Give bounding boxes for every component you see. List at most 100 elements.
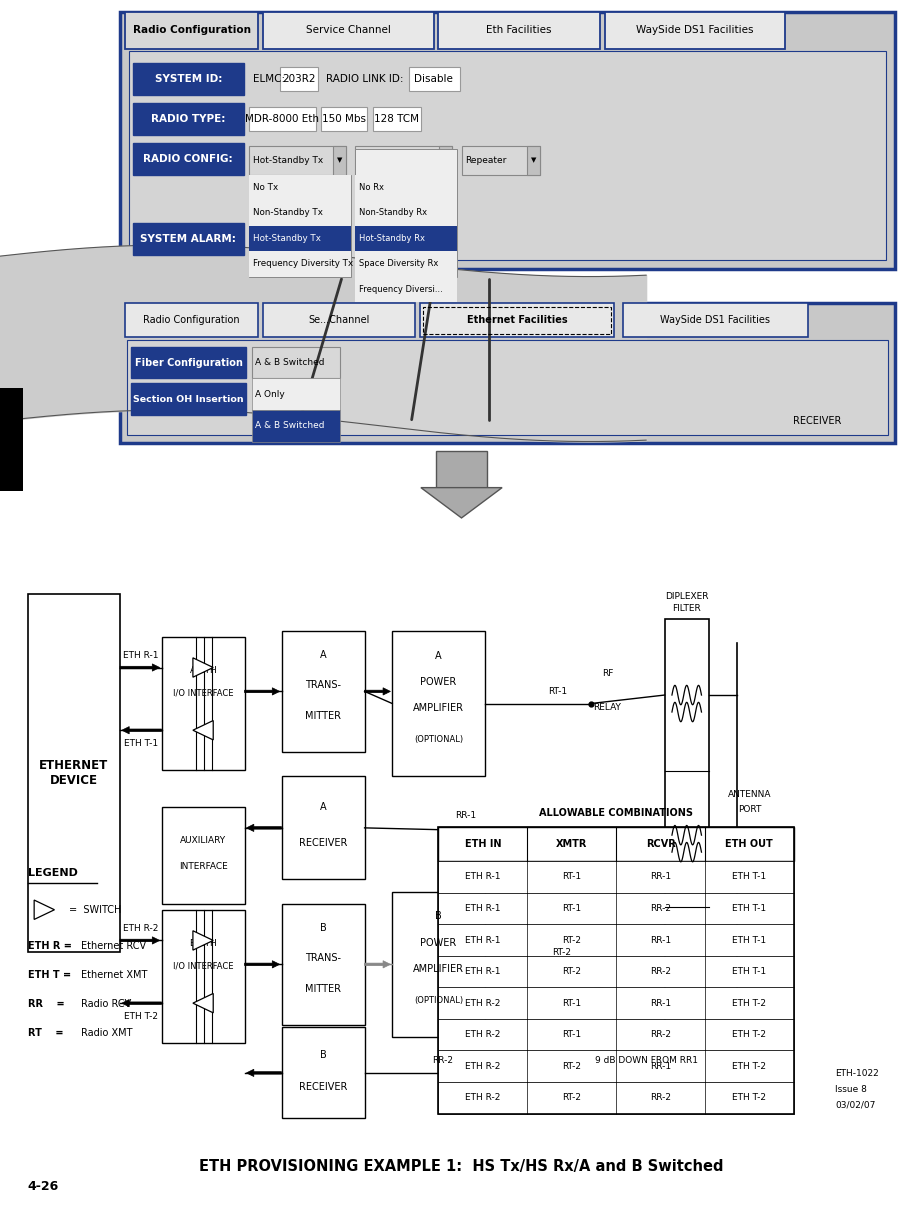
- Text: Se...Channel: Se...Channel: [308, 315, 370, 325]
- Text: Frequency Diversity Tx: Frequency Diversity Tx: [253, 260, 353, 268]
- Bar: [438, 827, 794, 1114]
- Bar: [133, 63, 244, 95]
- Text: No Rx: No Rx: [359, 183, 384, 192]
- Text: ETH PROVISIONING EXAMPLE 1:  HS Tx/HS Rx/A and B Switched: ETH PROVISIONING EXAMPLE 1: HS Tx/HS Rx/…: [199, 1160, 724, 1174]
- FancyArrow shape: [120, 664, 160, 671]
- Text: INTERFACE: INTERFACE: [179, 862, 227, 871]
- Text: Non-Standby Rx: Non-Standby Rx: [359, 209, 427, 217]
- Text: ETH R =: ETH R =: [28, 941, 72, 951]
- Bar: [249, 107, 316, 131]
- Text: ETH R-2: ETH R-2: [465, 1030, 500, 1040]
- Text: AMPLIFIER: AMPLIFIER: [413, 963, 464, 974]
- Bar: [333, 146, 346, 175]
- Bar: [462, 146, 540, 175]
- Bar: [249, 200, 351, 226]
- Text: RT-2: RT-2: [562, 967, 581, 976]
- Text: ALLOWABLE COMBINATIONS: ALLOWABLE COMBINATIONS: [539, 808, 693, 818]
- Text: RCVR: RCVR: [646, 839, 676, 849]
- Text: RT-2: RT-2: [552, 947, 570, 957]
- Text: MITTER: MITTER: [305, 984, 342, 993]
- FancyArrow shape: [365, 688, 390, 695]
- Bar: [438, 827, 794, 861]
- Text: RADIO LINK ID:: RADIO LINK ID:: [326, 74, 403, 84]
- Bar: [120, 303, 895, 443]
- Text: WaySide DS1 Facilities: WaySide DS1 Facilities: [660, 315, 771, 325]
- Bar: [355, 146, 452, 175]
- Text: MITTER: MITTER: [305, 711, 342, 721]
- Text: Hot-Standby Rx: Hot-Standby Rx: [359, 234, 426, 243]
- Bar: [162, 807, 245, 904]
- Bar: [373, 107, 421, 131]
- Text: 03/02/07: 03/02/07: [835, 1100, 876, 1110]
- Text: ETH T-2: ETH T-2: [732, 1030, 766, 1040]
- Text: RR-2: RR-2: [650, 1030, 671, 1040]
- Text: A & B Switched: A & B Switched: [255, 421, 324, 431]
- Text: ETH T-1: ETH T-1: [732, 872, 766, 882]
- Text: ETH T-2: ETH T-2: [124, 1012, 158, 1021]
- Text: XMTR: XMTR: [556, 839, 587, 849]
- Text: I/O INTERFACE: I/O INTERFACE: [173, 688, 234, 697]
- Bar: [282, 776, 365, 879]
- Text: TRANS-: TRANS-: [305, 680, 342, 690]
- Text: RR-1: RR-1: [650, 935, 671, 945]
- Text: 203R2: 203R2: [282, 74, 316, 84]
- Text: A: A: [319, 650, 327, 660]
- Bar: [355, 200, 457, 226]
- Text: ▼: ▼: [531, 158, 536, 163]
- Text: RECEIVER: RECEIVER: [299, 838, 347, 848]
- Text: ETH T-2: ETH T-2: [732, 1061, 766, 1071]
- Text: Ethernet XMT: Ethernet XMT: [81, 970, 148, 980]
- Bar: [438, 987, 794, 1019]
- Text: Radio Configuration: Radio Configuration: [143, 315, 240, 325]
- FancyArrow shape: [122, 1000, 162, 1007]
- Text: RT-1: RT-1: [548, 687, 567, 696]
- Text: ETH-1022: ETH-1022: [835, 1069, 879, 1078]
- Text: RECEIVER: RECEIVER: [793, 416, 841, 426]
- Bar: [125, 303, 258, 337]
- Bar: [133, 223, 244, 255]
- Text: Issue 8: Issue 8: [835, 1084, 868, 1094]
- Text: SYSTEM ID:: SYSTEM ID:: [155, 74, 222, 84]
- Text: ETH R-2: ETH R-2: [465, 1061, 500, 1071]
- Text: A Only: A Only: [255, 389, 284, 399]
- Bar: [252, 378, 340, 410]
- Text: Radio Configuration: Radio Configuration: [133, 25, 250, 35]
- Text: POWER: POWER: [420, 677, 457, 687]
- Text: RADIO TYPE:: RADIO TYPE:: [151, 114, 225, 124]
- Bar: [249, 175, 351, 277]
- Bar: [129, 51, 886, 260]
- Bar: [133, 143, 244, 175]
- Bar: [436, 451, 486, 488]
- FancyArrow shape: [245, 688, 280, 695]
- Text: ETH T =: ETH T =: [28, 970, 71, 980]
- Text: ANTENNA: ANTENNA: [727, 790, 772, 799]
- Text: 9 dB DOWN FROM RR1: 9 dB DOWN FROM RR1: [594, 1057, 698, 1065]
- Text: ETH R-2: ETH R-2: [465, 1093, 500, 1103]
- Text: ETHERNET
DEVICE: ETHERNET DEVICE: [39, 759, 109, 787]
- Text: WaySide DS1 Facilities: WaySide DS1 Facilities: [636, 25, 753, 35]
- FancyArrow shape: [365, 961, 390, 968]
- Bar: [355, 175, 457, 200]
- Text: Section OH Insertion: Section OH Insertion: [134, 394, 244, 404]
- Text: Radio RCV: Radio RCV: [81, 1000, 131, 1009]
- Bar: [263, 12, 434, 49]
- Text: RR-1: RR-1: [650, 998, 671, 1008]
- Text: Disable: Disable: [414, 74, 453, 84]
- FancyArrow shape: [246, 1070, 282, 1077]
- Text: (OPTIONAL): (OPTIONAL): [414, 996, 463, 1006]
- Bar: [438, 924, 794, 956]
- Text: Ethernet Facilities: Ethernet Facilities: [466, 315, 568, 325]
- Text: RELAY: RELAY: [593, 704, 621, 712]
- Text: ETH T-1: ETH T-1: [732, 935, 766, 945]
- Bar: [355, 251, 457, 277]
- Text: ETH T-2: ETH T-2: [732, 1093, 766, 1103]
- Text: Repeater: Repeater: [465, 155, 507, 165]
- Text: ETH T-1: ETH T-1: [732, 904, 766, 913]
- Text: RT-1: RT-1: [562, 998, 581, 1008]
- Bar: [392, 631, 485, 776]
- Text: Ethernet RCV: Ethernet RCV: [81, 941, 147, 951]
- Bar: [439, 146, 452, 175]
- Text: Non-Standby Tx: Non-Standby Tx: [253, 209, 323, 217]
- Bar: [249, 251, 351, 277]
- Text: RF: RF: [602, 670, 613, 678]
